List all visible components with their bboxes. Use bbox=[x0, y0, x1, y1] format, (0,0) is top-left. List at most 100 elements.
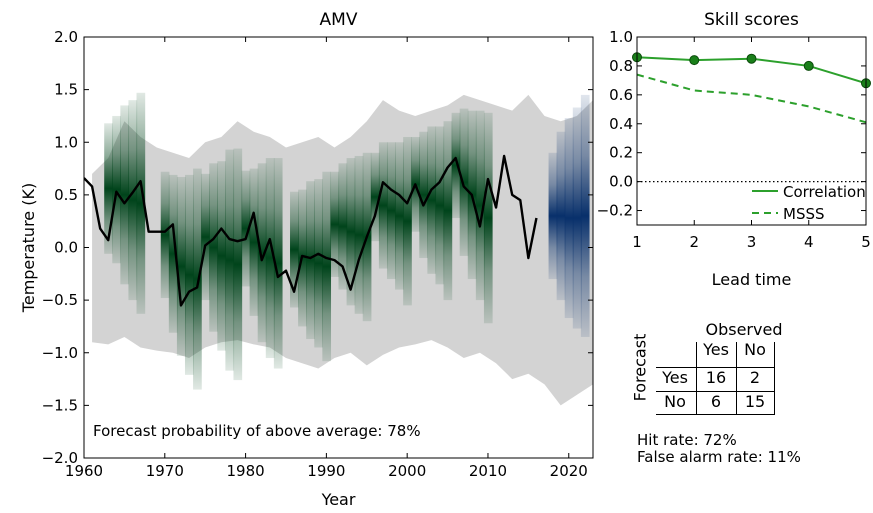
forecast-plume-seg bbox=[128, 100, 138, 301]
forecast-plume-seg bbox=[427, 126, 437, 274]
observed-label: Observed bbox=[705, 320, 783, 339]
forecast-plume-seg bbox=[160, 171, 170, 299]
skill-point bbox=[689, 55, 700, 66]
table-vline-3 bbox=[774, 342, 775, 415]
forecast-plume-seg bbox=[306, 181, 315, 340]
skill-point bbox=[803, 60, 814, 71]
forecast-plume-seg bbox=[435, 126, 445, 285]
forecast-label: Forecast bbox=[630, 333, 650, 402]
forecast-plume-seg bbox=[104, 123, 113, 254]
table-hline-bottom bbox=[656, 414, 774, 415]
forecast-plume-seg bbox=[176, 176, 186, 356]
forecast-plume-seg bbox=[120, 105, 130, 285]
forecast-plume-seg bbox=[451, 112, 461, 219]
skill-y-tick-label: −0.2 bbox=[597, 202, 633, 220]
x-tick-label: 2000 bbox=[388, 462, 426, 480]
forecast-plume-seg bbox=[168, 174, 178, 333]
contingency-table: Observed Forecast Yes No Yes No 16 2 6 1… bbox=[630, 320, 790, 420]
skill-x-tick-label: 3 bbox=[747, 233, 757, 251]
forecast-plume-seg bbox=[322, 171, 332, 362]
forecast-plume-seg bbox=[354, 155, 364, 314]
forecast-plume-seg bbox=[419, 131, 428, 259]
forecast-plume-seg bbox=[241, 170, 251, 287]
y-tick-label: 0.0 bbox=[54, 239, 78, 257]
main-title: AMV bbox=[320, 10, 358, 30]
y-tick-label: −1.5 bbox=[42, 396, 78, 414]
forecast-plume-seg bbox=[201, 173, 210, 301]
skill-y-tick-label: 0.0 bbox=[609, 173, 633, 191]
table-hline-top bbox=[656, 367, 774, 368]
forecast-plume-seg bbox=[249, 168, 259, 316]
col-no-label: No bbox=[744, 340, 766, 359]
cell-no-no: 15 bbox=[744, 392, 766, 411]
forecast-plume-seg bbox=[225, 149, 235, 371]
table-vline-1 bbox=[696, 342, 697, 415]
cell-yes-no: 2 bbox=[749, 368, 761, 387]
forecast-plume-seg bbox=[483, 112, 493, 324]
forecast-plume-seg bbox=[193, 168, 202, 390]
table-vline-2 bbox=[736, 342, 737, 415]
forecast-plume-seg bbox=[257, 163, 267, 343]
forecast-plume-seg bbox=[273, 158, 283, 369]
future-plume-seg bbox=[548, 152, 558, 280]
skill-x-tick-label: 1 bbox=[632, 233, 642, 251]
forecast-plume-seg bbox=[330, 171, 340, 277]
forecast-probability-annotation: Forecast probability of above average: 7… bbox=[93, 422, 421, 440]
legend-label: MSSS bbox=[783, 205, 825, 223]
cell-no-yes: 6 bbox=[710, 392, 722, 411]
skill-y-tick-label: 0.6 bbox=[609, 86, 633, 104]
forecast-plume-seg bbox=[370, 152, 380, 242]
skill-point bbox=[746, 53, 757, 64]
forecast-plume-seg bbox=[386, 142, 396, 280]
false-alarm-rate: False alarm rate: 11% bbox=[637, 448, 801, 466]
observed-amv-line bbox=[84, 154, 538, 307]
forecast-plume-seg bbox=[217, 161, 226, 351]
future-plume-seg bbox=[572, 107, 582, 329]
stats-block: Hit rate: 72% False alarm rate: 11% bbox=[637, 432, 801, 466]
skill-x-label: Lead time bbox=[712, 270, 792, 289]
future-plume-seg bbox=[556, 131, 566, 301]
y-tick-label: 1.5 bbox=[54, 81, 78, 99]
skill-x-tick-label: 4 bbox=[804, 233, 814, 251]
col-yes-label: Yes bbox=[703, 340, 729, 359]
main-y-label: Temperature (K) bbox=[19, 183, 38, 313]
hit-rate: Hit rate: 72% bbox=[637, 431, 737, 449]
y-tick-label: −0.5 bbox=[42, 291, 78, 309]
y-tick-label: 1.0 bbox=[54, 133, 78, 151]
main-x-label: Year bbox=[321, 490, 356, 509]
forecast-plume-seg bbox=[459, 108, 469, 256]
forecast-plume-seg bbox=[346, 158, 356, 306]
skill-y-tick-label: 0.8 bbox=[609, 57, 633, 75]
forecast-plume-seg bbox=[395, 142, 404, 290]
forecast-plume-seg bbox=[475, 110, 485, 301]
x-tick-label: 2010 bbox=[469, 462, 507, 480]
forecast-plume-seg bbox=[184, 174, 194, 375]
forecast-plume-seg bbox=[443, 121, 453, 301]
forecast-plume-seg bbox=[314, 179, 323, 348]
row-no-label: No bbox=[664, 392, 686, 411]
forecast-label-wrap: Forecast bbox=[630, 318, 650, 416]
x-tick-label: 2020 bbox=[550, 462, 588, 480]
skill-y-tick-label: 1.0 bbox=[609, 28, 633, 46]
skill-y-tick-label: 0.2 bbox=[609, 144, 633, 162]
x-tick-label: 1980 bbox=[226, 462, 264, 480]
row-yes-label: Yes bbox=[662, 368, 688, 387]
legend-label: Correlation bbox=[783, 183, 866, 201]
forecast-plume-seg bbox=[209, 163, 218, 332]
forecast-plume-seg bbox=[290, 191, 299, 308]
skill-title: Skill scores bbox=[704, 10, 799, 30]
forecast-plume-seg bbox=[403, 136, 412, 306]
y-tick-label: −2.0 bbox=[42, 449, 78, 467]
x-tick-label: 1960 bbox=[65, 462, 103, 480]
x-tick-label: 1990 bbox=[307, 462, 345, 480]
y-tick-label: 0.5 bbox=[54, 186, 78, 204]
skill-plot-area bbox=[637, 56, 866, 183]
future-plume-seg bbox=[564, 118, 574, 319]
forecast-plume-seg bbox=[136, 92, 146, 314]
skill-y-tick-label: 0.4 bbox=[609, 115, 633, 133]
future-plume-seg bbox=[580, 94, 590, 337]
forecast-plume-seg bbox=[233, 148, 243, 381]
skill-x-tick-label: 5 bbox=[861, 233, 871, 251]
y-tick-label: −1.0 bbox=[42, 344, 78, 362]
